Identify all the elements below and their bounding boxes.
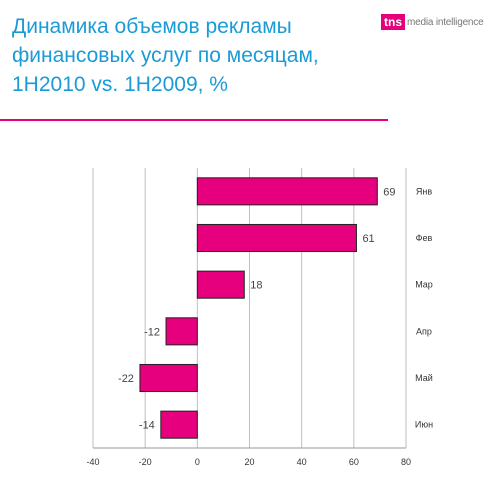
data-label: 69	[383, 186, 395, 198]
category-label: Июн	[415, 420, 433, 430]
bar	[196, 270, 245, 299]
bar	[160, 410, 198, 439]
x-tick-label: -20	[139, 457, 152, 467]
bar	[139, 363, 198, 393]
data-label: -22	[118, 373, 134, 385]
bar	[196, 177, 378, 206]
category-label: Янв	[416, 186, 432, 196]
x-tick-label: 40	[297, 457, 307, 467]
chart-title: Динамика объемов рекламы финансовых услу…	[12, 15, 319, 96]
bar	[165, 317, 198, 346]
x-tick-label: 60	[349, 457, 359, 467]
data-label: -14	[139, 420, 155, 432]
x-tick-label: 20	[244, 457, 254, 467]
x-tick-label: 0	[195, 457, 200, 467]
category-label: Май	[415, 373, 433, 383]
category-label: Апр	[416, 326, 432, 336]
title-underline	[0, 119, 388, 121]
logo-mark: tns	[381, 14, 405, 30]
category-label: Фев	[416, 233, 433, 243]
x-tick-label: 80	[401, 457, 411, 467]
category-label: Мар	[415, 280, 433, 290]
data-label: -12	[144, 326, 160, 338]
logo-text: media intelligence	[407, 16, 484, 28]
data-label: 18	[250, 280, 262, 292]
x-tick-label: -40	[86, 457, 99, 467]
tns-logo: tns media intelligence	[381, 14, 484, 30]
data-label: 61	[362, 233, 374, 245]
bar	[196, 223, 357, 253]
